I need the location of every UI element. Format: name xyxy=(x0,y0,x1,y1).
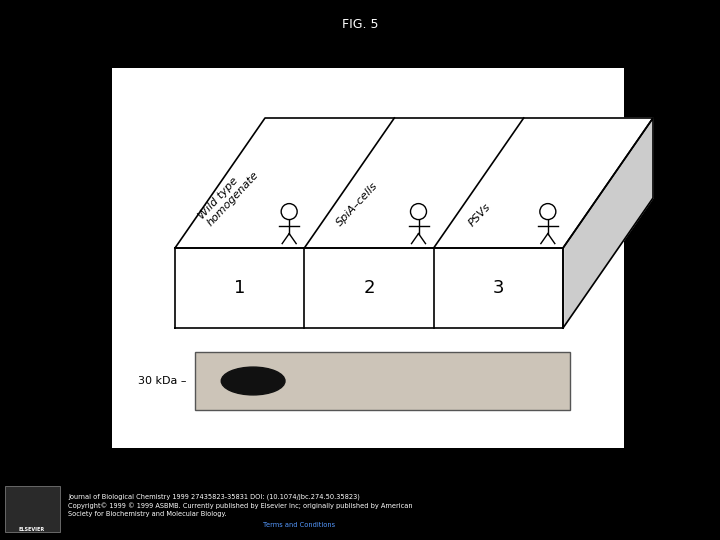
Text: 2: 2 xyxy=(364,279,374,297)
Polygon shape xyxy=(175,118,653,248)
Text: 3: 3 xyxy=(492,279,504,297)
Text: Terms and Conditions: Terms and Conditions xyxy=(263,522,335,528)
Text: 30 kDa –: 30 kDa – xyxy=(138,376,187,386)
Text: Wild type
homogenate: Wild type homogenate xyxy=(197,162,261,228)
Bar xyxy=(112,68,624,448)
Text: FIG. 5: FIG. 5 xyxy=(342,18,378,31)
Text: ELSEVIER: ELSEVIER xyxy=(19,527,45,532)
Polygon shape xyxy=(563,118,653,328)
Text: SpiA–cells: SpiA–cells xyxy=(335,181,379,228)
Bar xyxy=(195,352,570,410)
Text: Journal of Biological Chemistry 1999 27435823-35831 DOI: (10.1074/jbc.274.50.358: Journal of Biological Chemistry 1999 274… xyxy=(68,494,413,517)
Text: PSVs: PSVs xyxy=(467,202,492,228)
Text: 1: 1 xyxy=(234,279,246,297)
Bar xyxy=(5,486,60,532)
Ellipse shape xyxy=(221,367,285,395)
Polygon shape xyxy=(175,248,563,328)
